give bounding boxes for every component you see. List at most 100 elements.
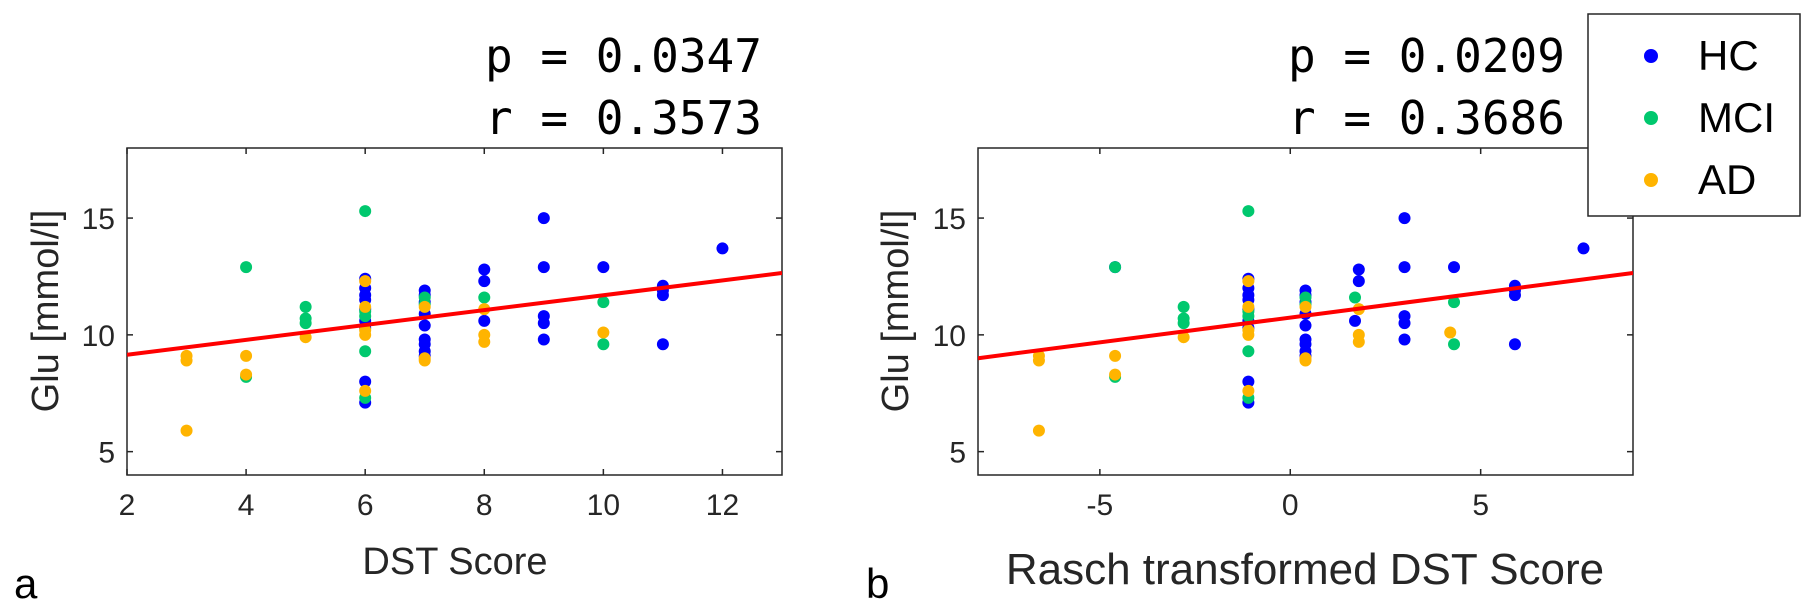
panel-a: p = 0.0347 r = 0.3573 DST Score Glu [mmo… bbox=[14, 29, 783, 607]
point-hc-a bbox=[597, 261, 610, 274]
point-hc-a bbox=[537, 317, 550, 330]
point-hc-a bbox=[478, 275, 491, 288]
point-hc-b bbox=[1349, 314, 1362, 327]
y-tick-label-b: 10 bbox=[933, 320, 966, 353]
point-ad-b bbox=[1032, 354, 1045, 367]
point-ad-a bbox=[478, 335, 491, 348]
point-ad-a bbox=[597, 326, 610, 339]
point-ad-a bbox=[359, 384, 372, 397]
r-value-a: r = 0.3573 bbox=[485, 91, 762, 145]
point-mci-b bbox=[1448, 296, 1461, 309]
point-mci-b bbox=[1349, 291, 1362, 304]
legend-marker-mci bbox=[1644, 111, 1658, 125]
point-hc-b bbox=[1508, 338, 1521, 351]
legend-marker-hc bbox=[1644, 49, 1658, 63]
point-ad-b bbox=[1299, 300, 1312, 313]
point-mci-a bbox=[299, 317, 312, 330]
legend-label-ad: AD bbox=[1698, 156, 1756, 203]
point-ad-a bbox=[180, 354, 193, 367]
point-ad-a bbox=[240, 368, 253, 381]
point-hc-b bbox=[1398, 261, 1411, 274]
x-tick-label-a: 12 bbox=[706, 489, 739, 522]
point-ad-b bbox=[1032, 424, 1045, 437]
point-hc-a bbox=[478, 314, 491, 327]
point-mci-b bbox=[1448, 338, 1461, 351]
point-mci-a bbox=[597, 296, 610, 309]
point-hc-b bbox=[1398, 333, 1411, 346]
point-mci-b bbox=[1177, 317, 1190, 330]
point-hc-a bbox=[537, 261, 550, 274]
point-hc-a bbox=[478, 263, 491, 276]
regression-line-b bbox=[978, 270, 1633, 361]
point-mci-b bbox=[1242, 345, 1255, 358]
plot-content-b bbox=[978, 205, 1633, 437]
point-hc-b bbox=[1242, 375, 1255, 388]
x-tick-label-a: 4 bbox=[238, 489, 255, 522]
p-value-a: p = 0.0347 bbox=[485, 29, 762, 83]
x-tick-label-b: 0 bbox=[1282, 489, 1299, 522]
point-ad-b bbox=[1109, 368, 1122, 381]
panel-letter-b: b bbox=[866, 560, 889, 607]
point-hc-b bbox=[1508, 289, 1521, 302]
x-tick-label-a: 2 bbox=[119, 489, 136, 522]
plot-area-a bbox=[126, 147, 783, 476]
point-hc-b bbox=[1398, 317, 1411, 330]
point-mci-a bbox=[359, 205, 372, 218]
point-ad-a bbox=[418, 354, 431, 367]
point-mci-b bbox=[1242, 205, 1255, 218]
r-value-b: r = 0.3686 bbox=[1288, 91, 1565, 145]
point-hc-a bbox=[716, 242, 729, 255]
point-mci-a bbox=[359, 310, 372, 323]
p-value-b: p = 0.0209 bbox=[1288, 29, 1565, 83]
x-tick-label-b: 5 bbox=[1472, 489, 1489, 522]
y-tick-label-a: 10 bbox=[82, 320, 115, 353]
point-hc-a bbox=[359, 375, 372, 388]
x-tick-label-a: 10 bbox=[587, 489, 620, 522]
plot-content-a bbox=[127, 205, 782, 437]
point-mci-a bbox=[597, 338, 610, 351]
point-hc-b bbox=[1577, 242, 1590, 255]
point-mci-b bbox=[1242, 310, 1255, 323]
x-tick-label-b: -5 bbox=[1087, 489, 1114, 522]
x-axis-label-a: DST Score bbox=[362, 541, 547, 583]
point-ad-b bbox=[1242, 300, 1255, 313]
y-tick-label-a: 5 bbox=[98, 437, 115, 470]
x-axis-label-b: Rasch transformed DST Score bbox=[1006, 545, 1604, 594]
point-mci-a bbox=[478, 291, 491, 304]
point-mci-b bbox=[1177, 300, 1190, 313]
point-mci-a bbox=[359, 345, 372, 358]
point-ad-b bbox=[1242, 275, 1255, 288]
x-tick-label-a: 8 bbox=[476, 489, 493, 522]
point-ad-b bbox=[1299, 354, 1312, 367]
point-hc-b bbox=[1398, 212, 1411, 225]
panel-b: p = 0.0209 r = 0.3686 Rasch transformed … bbox=[866, 29, 1634, 607]
point-hc-b bbox=[1352, 275, 1365, 288]
legend-label-mci: MCI bbox=[1698, 94, 1775, 141]
point-ad-b bbox=[1242, 384, 1255, 397]
point-hc-a bbox=[418, 319, 431, 332]
point-hc-a bbox=[537, 333, 550, 346]
point-hc-a bbox=[656, 338, 669, 351]
point-ad-b bbox=[1109, 349, 1122, 362]
y-axis-label-b: Glu [mmol/l] bbox=[875, 210, 917, 413]
panel-letter-a: a bbox=[14, 560, 38, 607]
y-tick-label-b: 15 bbox=[933, 203, 966, 236]
point-hc-b bbox=[1448, 261, 1461, 274]
point-mci-a bbox=[240, 261, 253, 274]
point-hc-a bbox=[656, 289, 669, 302]
point-ad-b bbox=[1444, 326, 1457, 339]
point-ad-a bbox=[359, 300, 372, 313]
point-hc-b bbox=[1299, 319, 1312, 332]
point-hc-b bbox=[1352, 263, 1365, 276]
point-ad-b bbox=[1177, 331, 1190, 344]
legend: HC MCI AD bbox=[1587, 13, 1801, 217]
legend-marker-ad bbox=[1644, 173, 1658, 187]
y-tick-label-b: 5 bbox=[949, 437, 966, 470]
x-tick-label-a: 6 bbox=[357, 489, 374, 522]
y-axis-label-a: Glu [mmol/l] bbox=[25, 210, 67, 413]
point-hc-a bbox=[537, 212, 550, 225]
point-mci-b bbox=[1109, 261, 1122, 274]
point-mci-a bbox=[299, 300, 312, 313]
point-ad-a bbox=[240, 349, 253, 362]
